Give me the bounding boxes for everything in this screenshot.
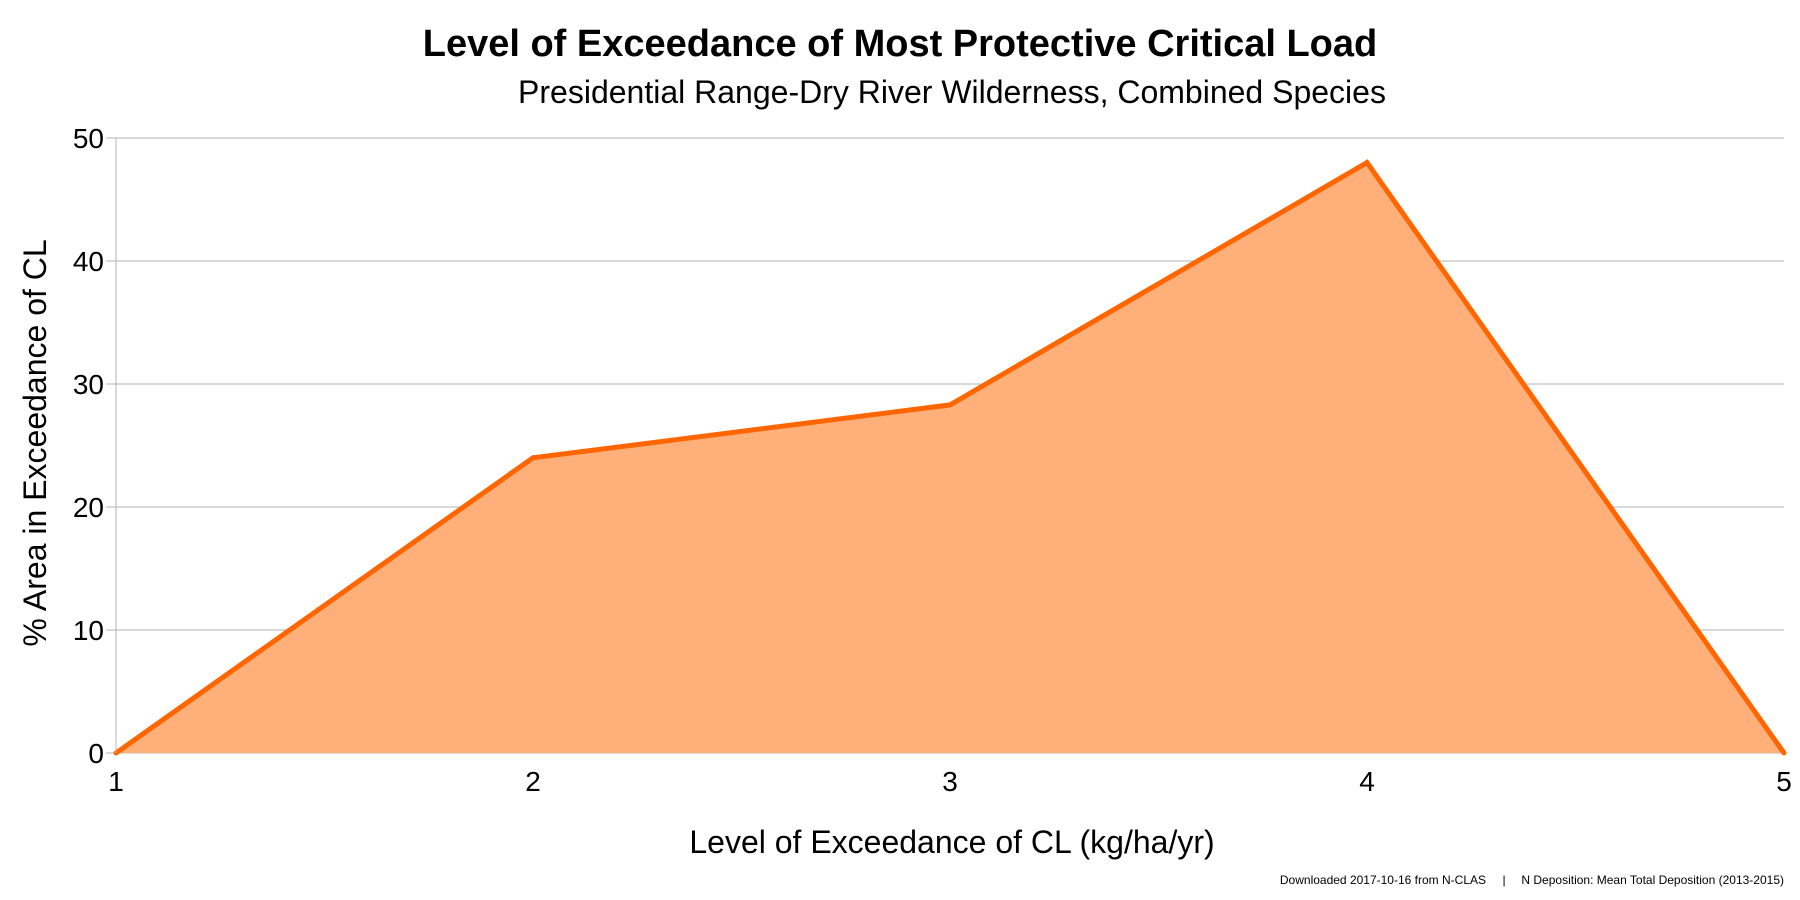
x-tick-label: 5 <box>1776 766 1792 797</box>
chart-subtitle: Presidential Range-Dry River Wilderness,… <box>518 74 1386 110</box>
data-point-2 <box>530 455 536 461</box>
chart-title: Level of Exceedance of Most Protective C… <box>423 23 1378 65</box>
y-tick-label: 0 <box>88 738 104 769</box>
x-tick-label: 3 <box>942 766 958 797</box>
data-point-3 <box>947 402 953 408</box>
y-tick-label: 50 <box>73 123 104 154</box>
x-tick-label: 1 <box>108 766 124 797</box>
y-tick-label: 40 <box>73 246 104 277</box>
plot-area <box>113 159 1787 756</box>
footer-deposition: N Deposition: Mean Total Deposition (201… <box>1521 873 1784 887</box>
footer-source: Downloaded 2017-10-16 from N-CLAS <box>1280 873 1486 887</box>
series-area-fill <box>116 162 1784 754</box>
x-tick-label: 2 <box>525 766 541 797</box>
footer-separator: | <box>1502 873 1505 887</box>
y-tick-label: 30 <box>73 369 104 400</box>
y-tick-label: 20 <box>73 492 104 523</box>
x-axis-label: Level of Exceedance of CL (kg/ha/yr) <box>689 824 1214 860</box>
data-point-5 <box>1781 750 1787 756</box>
y-tick-label: 10 <box>73 615 104 646</box>
y-axis-label: % Area in Exceedance of CL <box>17 239 53 646</box>
axes: 0 10 20 30 40 50 1 2 3 4 5 <box>73 123 1792 797</box>
data-point-4 <box>1364 160 1370 166</box>
x-tick-label: 4 <box>1359 766 1375 797</box>
